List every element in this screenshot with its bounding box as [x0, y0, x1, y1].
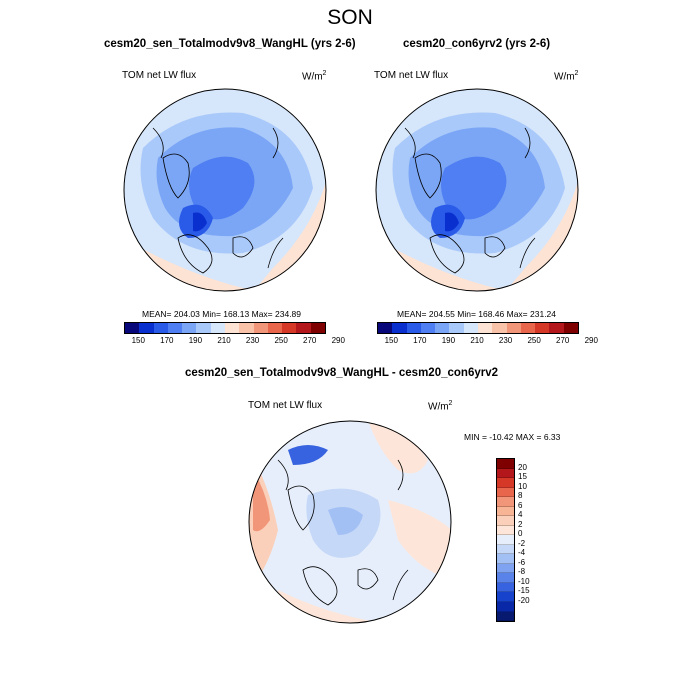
colorbar-box — [497, 554, 514, 564]
colorbar-box — [497, 592, 514, 602]
panel3-stats: MIN = -10.42 MAX = 6.33 — [464, 432, 561, 442]
colorbar-box — [497, 525, 514, 536]
colorbar-tick-label: 190 — [441, 336, 456, 345]
colorbar-box — [167, 323, 183, 333]
panel1-variable: TOM net LW flux — [122, 70, 197, 81]
colorbar-tick-label: 270 — [303, 336, 317, 345]
panel1-colorbar — [124, 322, 326, 334]
colorbar-tick-label: 150 — [131, 336, 145, 345]
colorbar-tick-label: 170 — [160, 336, 174, 345]
season-title: SON — [327, 6, 373, 29]
panel3-colorbar — [496, 458, 515, 622]
panel2-variable: TOM net LW flux — [374, 70, 449, 81]
colorbar-box — [310, 323, 325, 333]
panel1-polar-map — [123, 88, 327, 292]
panel1-title: cesm20_sen_Totalmodv9v8_WangHL (yrs 2-6) — [104, 38, 356, 50]
colorbar-box — [492, 323, 507, 333]
colorbar-tick-label: 20 — [518, 462, 527, 472]
colorbar-box — [449, 323, 464, 333]
colorbar-tick-label: 150 — [384, 336, 398, 345]
panel2-colorbar — [377, 322, 579, 334]
colorbar-tick-label: 210 — [470, 336, 484, 345]
colorbar-box — [520, 323, 536, 333]
panel2-polar-map — [375, 88, 579, 292]
colorbar-box — [139, 323, 154, 333]
colorbar-box — [563, 323, 578, 333]
colorbar-box — [506, 323, 521, 333]
colorbar-tick-label: 190 — [188, 336, 203, 345]
panel2-stats: MEAN= 204.55 Min= 168.46 Max= 231.24 — [397, 309, 557, 319]
panel2-title: cesm20_con6yrv2 (yrs 2-6) — [403, 38, 551, 50]
colorbar-box — [296, 323, 311, 333]
colorbar-tick-label: 0 — [518, 529, 523, 539]
colorbar-box — [497, 516, 514, 526]
colorbar-tick-label: 230 — [245, 336, 260, 345]
colorbar-box — [210, 323, 225, 333]
colorbar-box — [282, 323, 297, 333]
colorbar-box — [224, 323, 240, 333]
colorbar-tick-label: 290 — [331, 336, 345, 345]
panel3-polar-map — [248, 420, 452, 624]
colorbar-box — [497, 563, 514, 574]
colorbar-box — [497, 611, 514, 622]
colorbar-box — [477, 323, 493, 333]
colorbar-box — [378, 323, 393, 333]
colorbar-box — [463, 323, 478, 333]
colorbar-tick-label: 230 — [498, 336, 513, 345]
colorbar-tick-label: 250 — [274, 336, 288, 345]
colorbar-box — [497, 535, 514, 545]
colorbar-tick-label: 170 — [413, 336, 427, 345]
colorbar-tick-label: 2 — [518, 519, 523, 529]
colorbar-tick-label: -15 — [518, 586, 530, 596]
colorbar-box — [497, 573, 514, 583]
panel2-units: W/m2 — [554, 70, 579, 83]
colorbar-box — [497, 487, 514, 498]
colorbar-tick-label: 4 — [518, 510, 523, 520]
colorbar-tick-label: -4 — [518, 548, 526, 558]
colorbar-box — [267, 323, 283, 333]
panel3-units: W/m2 — [428, 400, 453, 413]
colorbar-box — [535, 323, 550, 333]
colorbar-box — [497, 497, 514, 507]
colorbar-box — [497, 468, 514, 479]
colorbar-box — [239, 323, 254, 333]
colorbar-box — [392, 323, 407, 333]
colorbar-tick-label: -20 — [518, 595, 530, 605]
colorbar-tick-label: 270 — [556, 336, 570, 345]
colorbar-tick-label: 210 — [217, 336, 231, 345]
colorbar-box — [435, 323, 450, 333]
colorbar-box — [125, 323, 140, 333]
colorbar-box — [196, 323, 211, 333]
colorbar-box — [420, 323, 436, 333]
colorbar-box — [549, 323, 564, 333]
colorbar-tick-label: 8 — [518, 491, 523, 501]
colorbar-box — [497, 601, 514, 612]
colorbar-box — [497, 544, 514, 555]
panel1-stats: MEAN= 204.03 Min= 168.13 Max= 234.89 — [142, 309, 302, 319]
colorbar-box — [497, 459, 514, 469]
colorbar-tick-label: 6 — [518, 500, 523, 510]
colorbar-tick-label: 290 — [584, 336, 598, 345]
colorbar-box — [406, 323, 421, 333]
panel3-title: cesm20_sen_Totalmodv9v8_WangHL - cesm20_… — [185, 367, 498, 379]
colorbar-tick-label: -6 — [518, 557, 526, 567]
colorbar-tick-label: -10 — [518, 576, 530, 586]
colorbar-box — [497, 478, 514, 488]
colorbar-tick-label: -8 — [518, 567, 526, 577]
colorbar-box — [182, 323, 197, 333]
panel1-units: W/m2 — [302, 70, 327, 83]
colorbar-box — [253, 323, 268, 333]
colorbar-tick-label: 10 — [518, 481, 527, 491]
panel3-variable: TOM net LW flux — [248, 400, 323, 411]
colorbar-tick-label: -2 — [518, 538, 526, 548]
colorbar-tick-label: 15 — [518, 472, 527, 482]
colorbar-box — [497, 582, 514, 593]
colorbar-tick-label: 250 — [527, 336, 541, 345]
colorbar-box — [153, 323, 168, 333]
colorbar-box — [497, 506, 514, 517]
